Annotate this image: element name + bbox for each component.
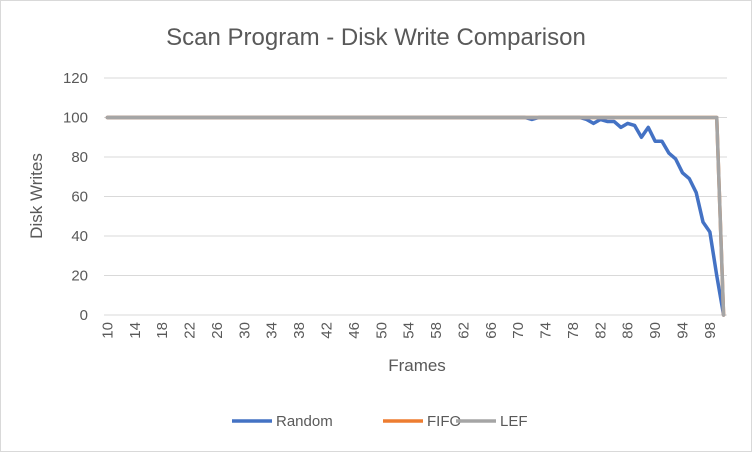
x-tick-label: 90 [647,322,664,339]
y-axis-title: Disk Writes [27,153,46,239]
x-tick-label: 34 [264,322,281,339]
y-tick-label: 40 [71,228,88,245]
x-tick-label: 70 [510,322,527,339]
y-axis-tick-labels: 0 20 40 60 80 100 120 [63,70,88,324]
legend-label-fifo: FIFO [427,413,461,430]
x-tick-label: 82 [592,322,609,339]
x-tick-label: 50 [373,322,390,339]
series-line-fifo [105,115,726,317]
y-tick-label: 120 [63,70,88,87]
x-axis-tick-labels: 10 14 18 22 26 30 34 38 42 46 50 54 58 62 66 70 74 78 82 86… [99,322,718,339]
y-tick-label: 60 [71,189,88,206]
x-tick-label: 54 [401,322,418,339]
x-tick-label: 22 [182,322,199,339]
x-tick-label: 74 [538,322,555,339]
x-tick-label: 42 [319,322,336,339]
y-tick-label: 0 [80,307,88,324]
gridlines [104,77,727,316]
x-tick-label: 66 [483,322,500,339]
x-tick-label: 98 [702,322,719,339]
x-tick-label: 46 [346,322,363,339]
y-tick-label: 20 [71,268,88,285]
x-tick-label: 14 [127,322,144,339]
x-tick-label: 38 [291,322,308,339]
series-lines [105,115,726,317]
x-tick-label: 86 [620,322,637,339]
series-line-random [105,115,726,317]
x-tick-label: 26 [209,322,226,339]
x-tick-label: 58 [428,322,445,339]
x-tick-label: 30 [236,322,253,339]
legend: Random FIFO LEF [232,413,528,430]
series-line-lef [105,115,726,317]
x-axis-title: Frames [388,356,446,375]
legend-label-random: Random [276,413,333,430]
x-tick-label: 10 [99,322,116,339]
legend-label-lef: LEF [500,413,528,430]
y-tick-label: 80 [71,149,88,166]
x-tick-label: 78 [565,322,582,339]
x-tick-label: 18 [154,322,171,339]
chart-title: Scan Program - Disk Write Comparison [166,24,586,51]
x-tick-label: 94 [675,322,692,339]
x-tick-label: 62 [455,322,472,339]
y-tick-label: 100 [63,110,88,127]
